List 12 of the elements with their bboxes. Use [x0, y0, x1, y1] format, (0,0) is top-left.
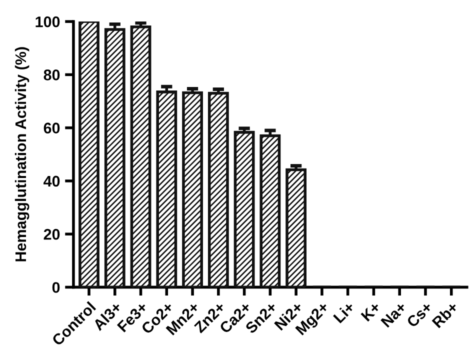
x-tick-label: Na+	[380, 301, 408, 328]
x-tick-label: Li+	[332, 300, 356, 324]
y-tick-label: 100	[36, 16, 60, 28]
x-tick-label: Cs+	[406, 301, 433, 328]
y-tick-label: 0	[52, 282, 60, 293]
y-tick-label: 20	[44, 228, 60, 240]
y-tick-label: 80	[44, 70, 60, 80]
x-tick-label: K+	[360, 301, 382, 322]
y-tick-label: 60	[44, 122, 60, 134]
y-axis-title: Hemagglutination Activity (%)	[14, 47, 30, 262]
y-tick-label: 40	[44, 176, 60, 187]
x-tick-label: Rb+	[431, 300, 459, 328]
